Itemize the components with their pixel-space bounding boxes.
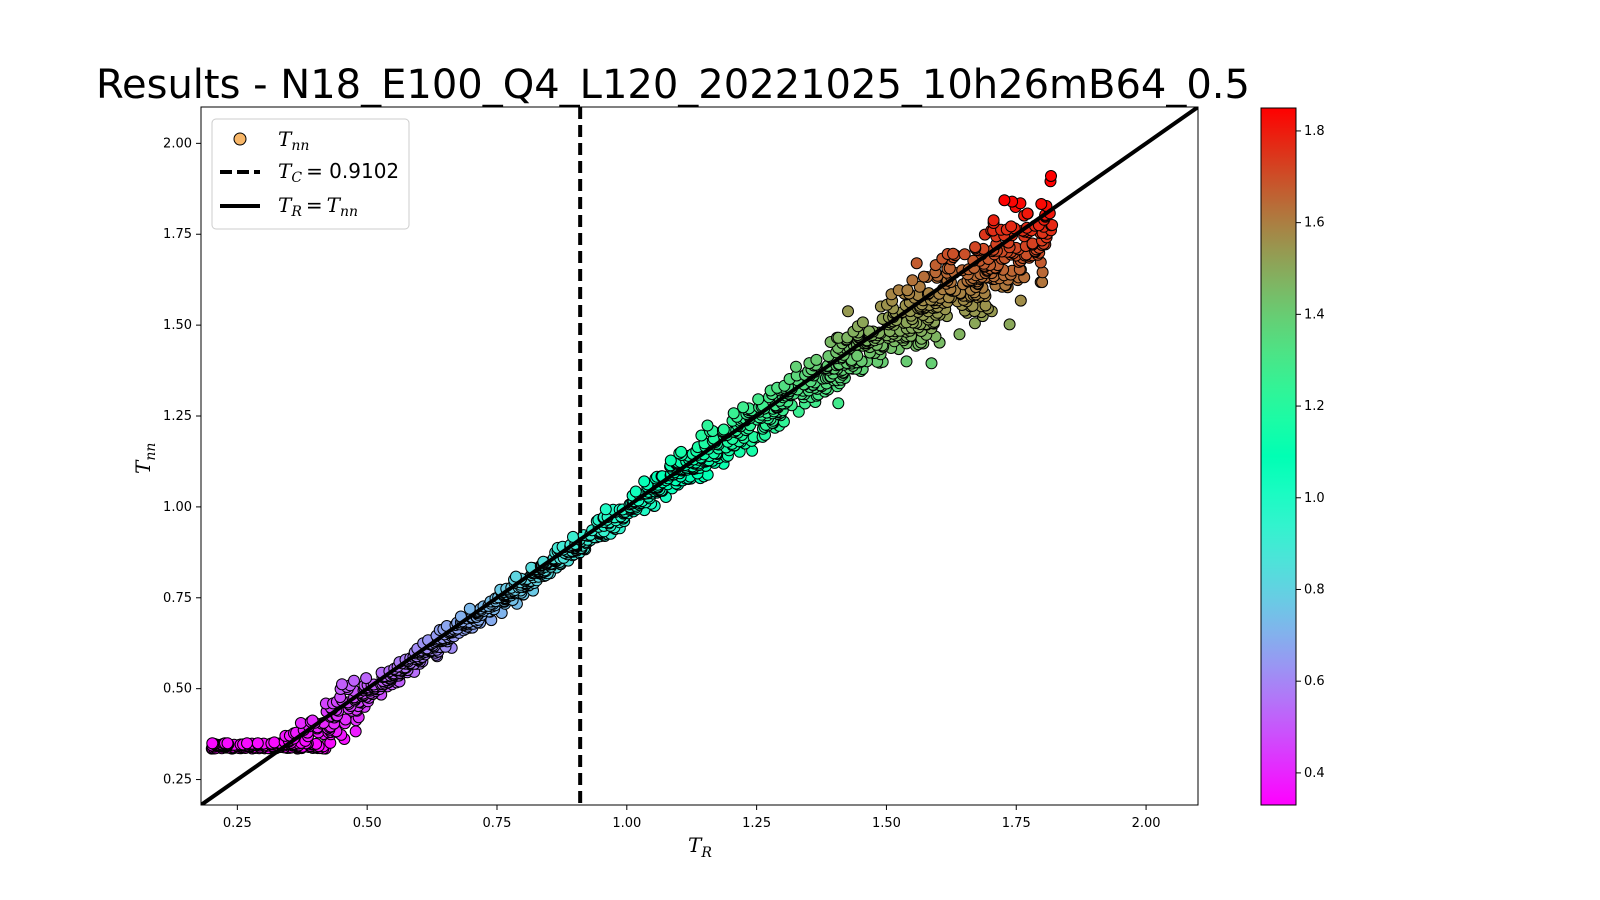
scatter-point: [717, 423, 730, 436]
y-tick-label: 1.00: [163, 500, 192, 515]
scatter-point: [900, 355, 913, 368]
scatter-point: [294, 717, 307, 729]
y-axis-label: Tnn: [131, 443, 159, 474]
colorbar: [1260, 107, 1297, 806]
x-axis-ticks: 0.25 0.50 0.75 1.00 1.25 1.50 1.75 2.00: [223, 805, 1161, 831]
scatter-point: [947, 247, 960, 260]
legend-scatter-marker: [233, 132, 247, 146]
scatter-point: [1036, 266, 1049, 279]
x-tick-label: 2.00: [1132, 816, 1161, 831]
scatter-point: [1021, 207, 1034, 220]
scatter-point: [268, 736, 281, 749]
scatter-point: [638, 475, 651, 488]
scatter-point: [599, 503, 612, 516]
y-tick-label: 0.25: [163, 773, 192, 788]
legend-box: [211, 118, 410, 230]
y-tick-label: 0.50: [163, 682, 192, 697]
colorbar-tick-label: 0.4: [1304, 766, 1325, 781]
x-tick-label: 1.25: [742, 816, 771, 831]
scatter-point: [336, 678, 348, 691]
scatter-point: [1045, 170, 1057, 182]
plot-frame: [200, 106, 1199, 806]
scatter-point: [241, 737, 253, 750]
scatter-point: [901, 284, 914, 297]
x-tick-label: 0.50: [353, 816, 382, 831]
legend-identity-label: TR = Tnn: [278, 193, 358, 220]
colorbar-ticks: 0.4 0.6 0.8 1.0 1.2 1.4 1.6 1.8: [1296, 124, 1325, 781]
scatter-point: [842, 305, 854, 318]
scatter-point: [906, 274, 919, 287]
scatter-point: [953, 328, 966, 341]
scatter-point: [206, 737, 219, 750]
legend: Tnn TC = 0.9102 TR = Tnn: [211, 118, 410, 230]
scatter-point: [251, 737, 264, 750]
colorbar-tick-label: 1.8: [1304, 124, 1325, 139]
colorbar-tick-label: 1.4: [1304, 307, 1325, 322]
y-tick-label: 1.25: [163, 409, 192, 424]
colorbar-tick-label: 1.2: [1304, 399, 1325, 414]
x-tick-label: 1.50: [872, 816, 901, 831]
scatter-point: [810, 353, 823, 366]
scatter-point: [348, 674, 360, 687]
y-tick-label: 1.50: [163, 318, 192, 333]
scatter-point: [968, 317, 981, 330]
scatter-point: [221, 737, 234, 750]
colorbar-tick-label: 1.0: [1304, 491, 1325, 506]
x-tick-label: 0.75: [483, 816, 512, 831]
scatter-point: [1005, 220, 1018, 233]
scatter-point: [664, 454, 677, 467]
scatter-point: [675, 445, 688, 458]
colorbar-tick-label: 1.6: [1304, 216, 1325, 231]
scatter-point: [1014, 294, 1027, 307]
x-tick-label: 1.75: [1002, 816, 1031, 831]
legend-scatter-label: Tnn: [278, 127, 309, 154]
scatter-point: [727, 407, 740, 420]
colorbar-tick-label: 0.8: [1304, 582, 1325, 597]
chart-title: Results - N18_E100_Q4_L120_20221025_10h2…: [96, 62, 1250, 108]
scatter-point: [958, 248, 971, 261]
y-axis-ticks: 0.25 0.50 0.75 1.00 1.25 1.50 1.75 2.00: [163, 136, 201, 788]
scatter-point: [360, 672, 373, 685]
scatter-point: [917, 270, 930, 283]
y-tick-label: 0.75: [163, 591, 192, 606]
scatter-point: [629, 485, 642, 498]
scatter-point: [998, 194, 1011, 207]
scatter-point: [701, 419, 714, 432]
scatter-point: [987, 214, 1000, 227]
scatter-point: [969, 241, 982, 254]
scatter-point: [925, 357, 938, 370]
scatter-point: [752, 393, 765, 406]
scatter-point: [832, 397, 845, 410]
x-tick-label: 0.25: [223, 816, 252, 831]
y-tick-label: 1.75: [163, 227, 192, 242]
scatter-point: [856, 316, 869, 329]
legend-tc-label: TC = 0.9102: [278, 159, 399, 186]
y-tick-label: 2.00: [163, 136, 192, 151]
colorbar-tick-label: 0.6: [1304, 674, 1325, 689]
scatter-point: [1035, 198, 1048, 210]
scatter-point: [790, 360, 802, 373]
scatter-point: [910, 257, 923, 270]
scatter-point: [737, 401, 750, 414]
scatter-point: [349, 725, 362, 738]
identity-line: [201, 107, 1198, 805]
x-axis-label: TR: [688, 833, 712, 861]
x-tick-label: 1.00: [612, 816, 641, 831]
scatter-point: [1003, 318, 1016, 331]
